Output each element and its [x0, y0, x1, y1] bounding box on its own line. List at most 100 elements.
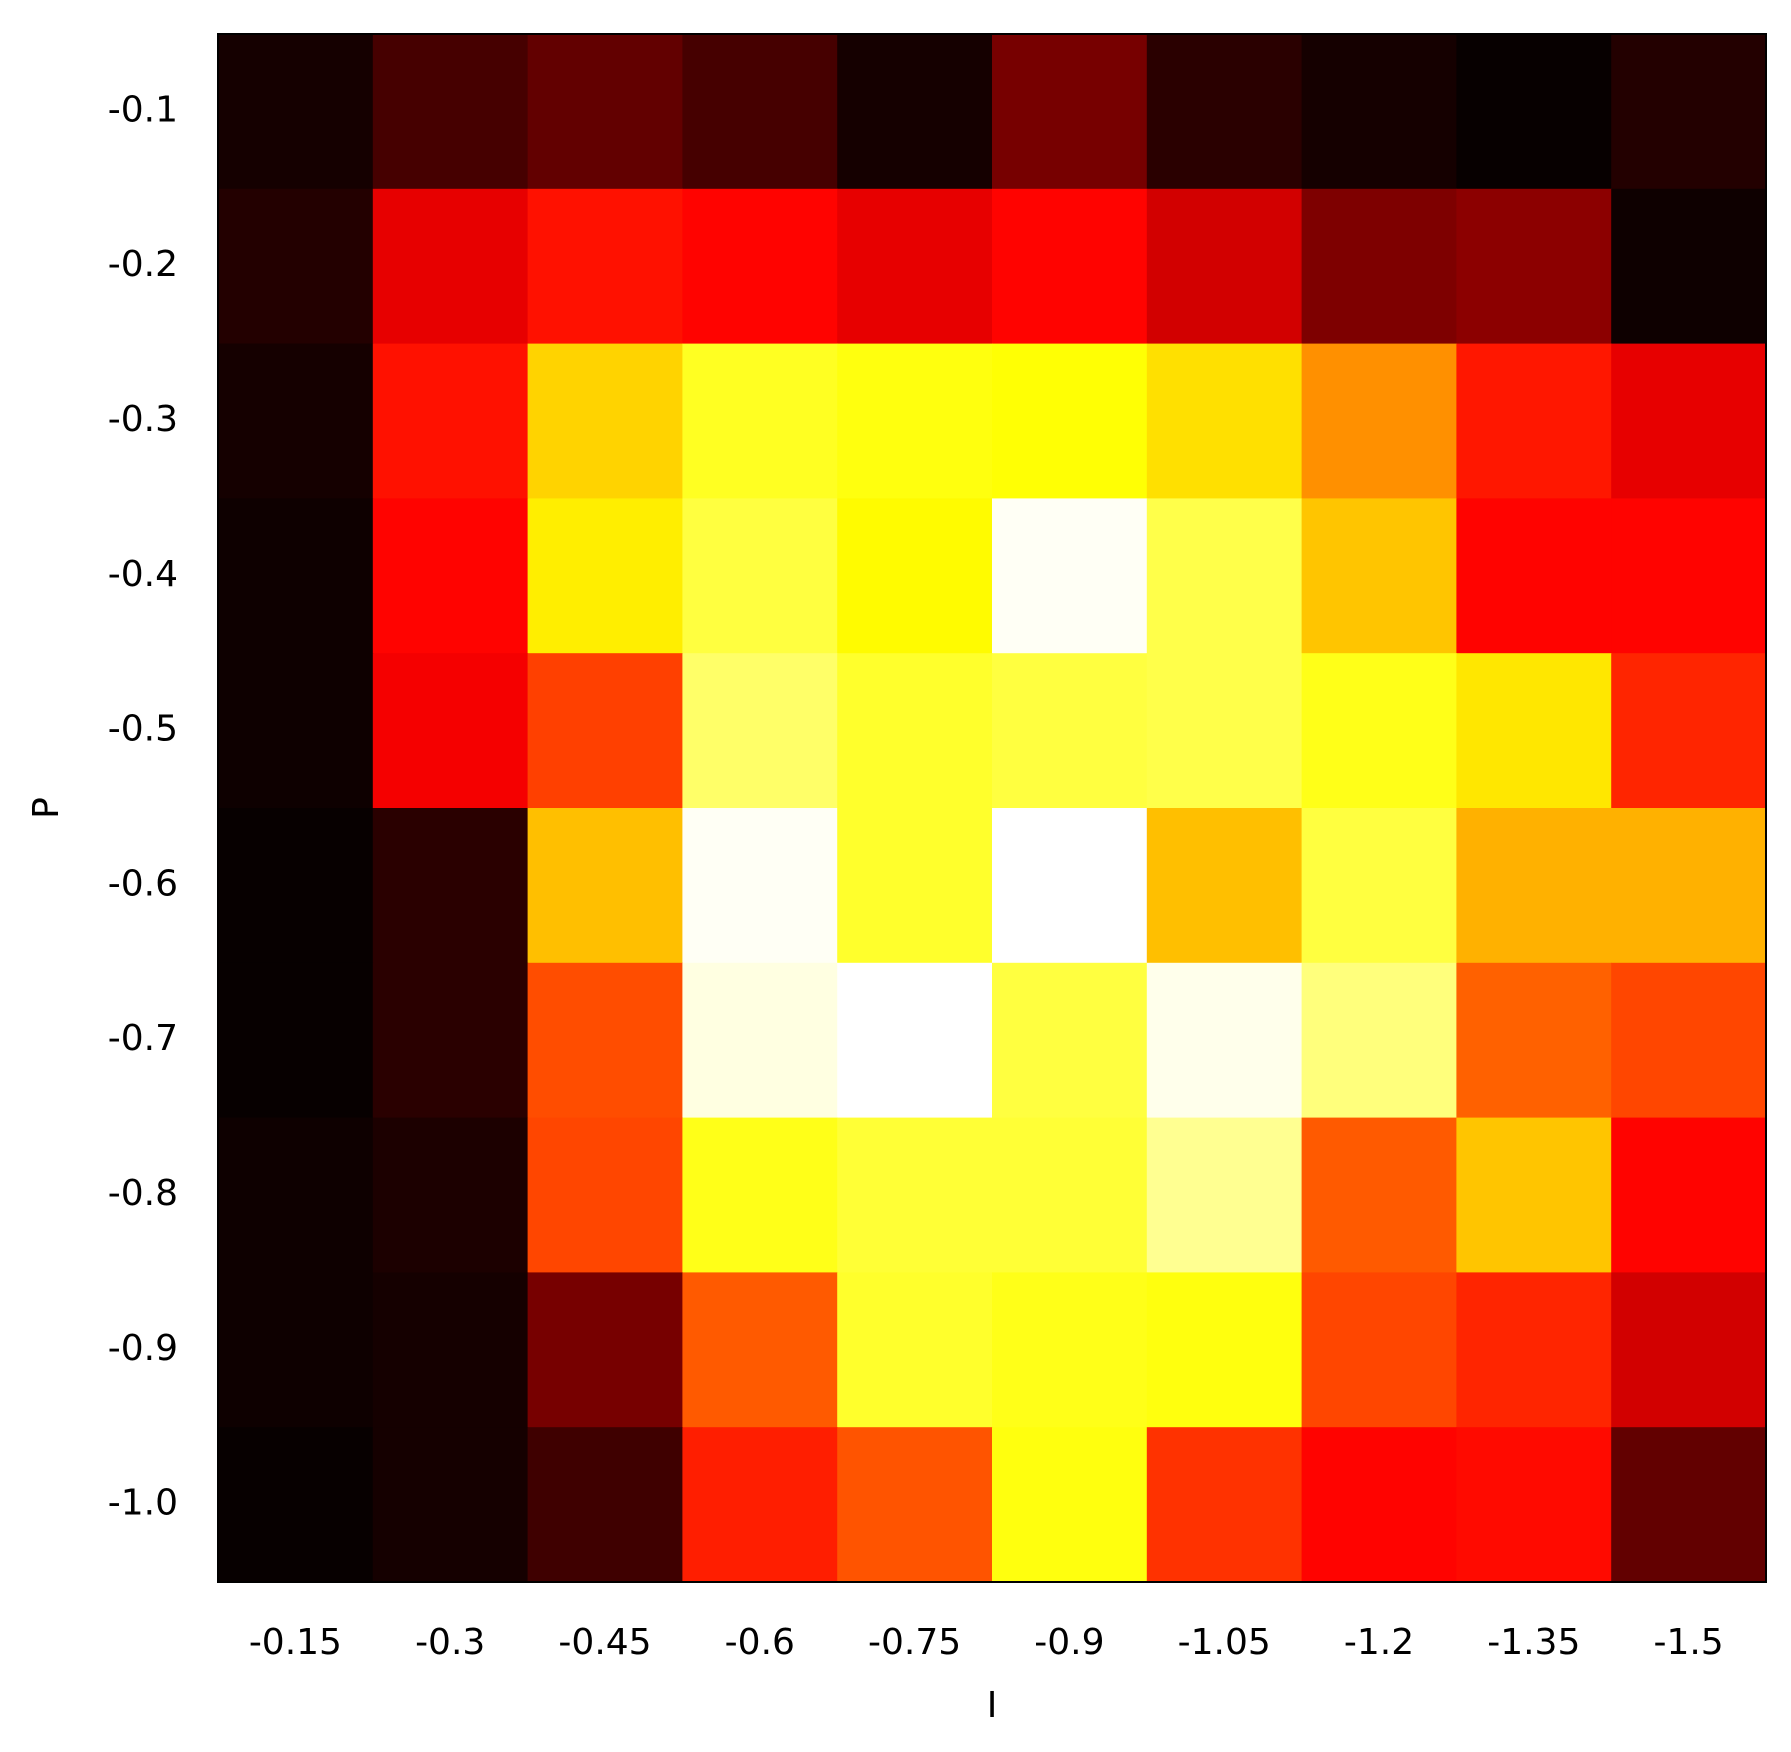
x-tick-label: -1.2 — [1344, 1622, 1414, 1663]
heat-cell — [372, 653, 529, 809]
heat-cell — [682, 1272, 838, 1428]
heat-cell — [682, 653, 838, 809]
heat-cell — [1146, 34, 1303, 190]
heat-cell — [1301, 1117, 1457, 1273]
heat-cell — [837, 653, 993, 809]
heat-cell — [1611, 653, 1767, 809]
heat-cell — [1146, 808, 1303, 964]
heat-cell — [527, 808, 683, 964]
y-tick-label: -0.2 — [108, 244, 178, 285]
heat-cell — [992, 808, 1148, 964]
heat-cell — [1456, 808, 1612, 964]
heat-cell — [1301, 653, 1457, 809]
heat-cell — [1611, 498, 1767, 654]
heat-cell — [1611, 962, 1767, 1119]
heat-cell — [372, 962, 529, 1119]
x-tick-label: -0.75 — [868, 1622, 961, 1663]
heat-cell — [527, 1272, 683, 1428]
x-tick-label: -0.45 — [558, 1622, 651, 1663]
heat-cell — [992, 1427, 1148, 1583]
y-tick-label: -1.0 — [108, 1483, 178, 1524]
heat-cell — [1456, 34, 1612, 190]
heat-cell — [1456, 1427, 1612, 1583]
heat-cell — [837, 808, 993, 964]
heat-cell — [218, 808, 374, 964]
heat-cell — [218, 188, 374, 345]
heat-cell — [682, 1427, 838, 1583]
heat-cell — [218, 34, 374, 190]
y-tick-label: -0.8 — [108, 1173, 178, 1214]
heat-cell — [1301, 808, 1457, 964]
heat-cell — [218, 653, 374, 809]
heat-cell — [1146, 1117, 1303, 1273]
heat-cell — [1146, 188, 1303, 345]
heat-cell — [992, 1272, 1148, 1428]
heat-cell — [1146, 1272, 1303, 1428]
heat-cell — [682, 808, 838, 964]
heat-cell — [218, 1117, 374, 1273]
x-tick-label: -0.9 — [1034, 1622, 1104, 1663]
heat-cell — [1456, 653, 1612, 809]
heat-cell — [837, 343, 993, 499]
x-tick-label: -0.3 — [415, 1622, 485, 1663]
heat-cell — [372, 808, 529, 964]
heat-cell — [218, 962, 374, 1119]
heat-cell — [527, 498, 683, 654]
heat-cell — [682, 343, 838, 499]
heat-cell — [1611, 188, 1767, 345]
heat-cell — [372, 1117, 529, 1273]
heat-cell — [1146, 962, 1303, 1119]
heat-cell — [1301, 1427, 1457, 1583]
heat-cell — [1611, 808, 1767, 964]
y-tick-label: -0.5 — [108, 709, 178, 750]
x-axis-label: I — [987, 1685, 998, 1726]
heat-cell — [1301, 1272, 1457, 1428]
heat-cell — [1456, 1272, 1612, 1428]
heat-cell — [837, 34, 993, 190]
y-tick-label: -0.7 — [108, 1018, 178, 1059]
heat-cell — [1611, 1272, 1767, 1428]
heat-cell — [1611, 1427, 1767, 1583]
heat-cell — [837, 1272, 993, 1428]
heat-cell — [372, 1272, 529, 1428]
heat-cell — [682, 188, 838, 345]
heat-cell — [1456, 188, 1612, 345]
heat-cell — [1146, 498, 1303, 654]
heat-cell — [527, 188, 683, 345]
heat-cell — [1301, 498, 1457, 654]
heat-cell — [992, 653, 1148, 809]
heat-cell — [527, 343, 683, 499]
heat-cell — [218, 498, 374, 654]
heat-cell — [1301, 343, 1457, 499]
x-tick-label: -0.6 — [725, 1622, 795, 1663]
heat-cell — [1301, 188, 1457, 345]
x-tick-label: -1.5 — [1653, 1622, 1723, 1663]
heat-cell — [992, 34, 1148, 190]
heat-cell — [682, 498, 838, 654]
y-tick-label: -0.1 — [108, 89, 178, 130]
heat-cell — [1611, 1117, 1767, 1273]
heat-cell — [527, 1117, 683, 1273]
heat-cell — [527, 1427, 683, 1583]
heat-cell — [682, 962, 838, 1119]
heat-cell — [992, 962, 1148, 1119]
heat-cell — [1146, 1427, 1303, 1583]
heat-cell — [837, 498, 993, 654]
heat-cell — [218, 343, 374, 499]
heat-cell — [372, 498, 529, 654]
heat-cell — [372, 188, 529, 345]
x-tick-label: -0.15 — [249, 1622, 342, 1663]
heat-cell — [682, 1117, 838, 1273]
heat-cell — [527, 962, 683, 1119]
y-axis-label: P — [26, 797, 67, 819]
y-tick-label: -0.9 — [108, 1328, 178, 1369]
heat-cell — [1611, 34, 1767, 190]
heat-cell — [837, 1427, 993, 1583]
plot-frame — [217, 33, 1767, 1583]
heat-cell — [1611, 343, 1767, 499]
heat-cell — [837, 962, 993, 1119]
heat-cell — [372, 343, 529, 499]
heat-cell — [1146, 343, 1303, 499]
x-tick-label: -1.35 — [1487, 1622, 1580, 1663]
